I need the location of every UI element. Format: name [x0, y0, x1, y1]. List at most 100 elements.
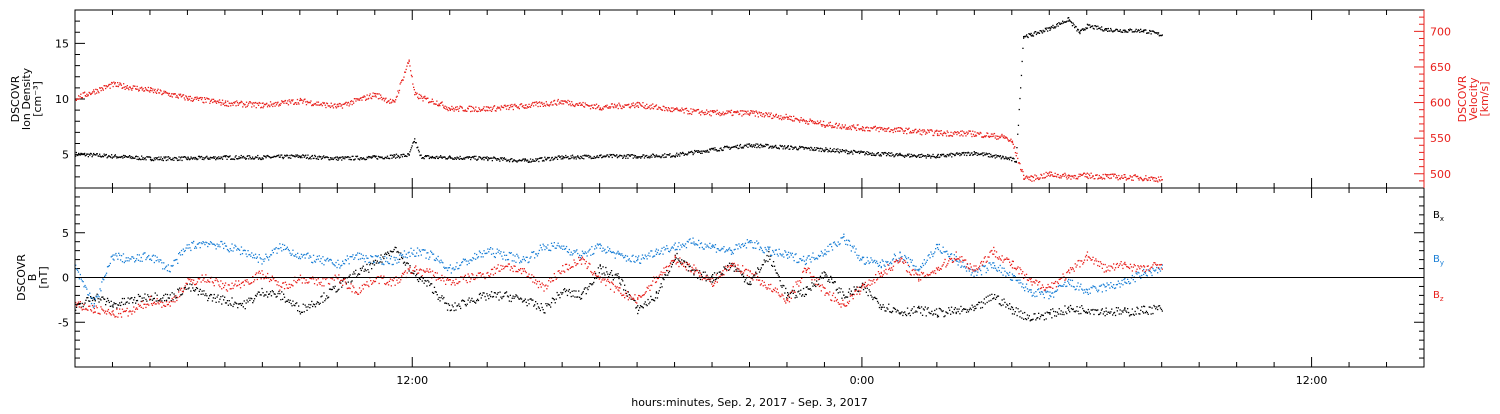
data-point: [1021, 75, 1022, 76]
data-point: [890, 153, 891, 154]
data-point: [424, 283, 425, 284]
data-point: [675, 259, 676, 260]
data-point: [880, 129, 881, 130]
data-point: [897, 131, 898, 132]
data-point: [760, 269, 761, 270]
data-point: [196, 247, 197, 248]
data-point: [519, 262, 520, 263]
data-point: [994, 155, 995, 156]
data-point: [131, 88, 132, 89]
data-point: [665, 275, 666, 276]
data-point: [951, 307, 952, 308]
data-point: [866, 127, 867, 128]
data-point: [1099, 314, 1100, 315]
data-point: [204, 97, 205, 98]
data-point: [672, 264, 673, 265]
data-point: [813, 150, 814, 151]
data-point: [185, 250, 186, 251]
data-point: [413, 87, 414, 88]
data-point: [86, 289, 87, 290]
data-point: [1073, 175, 1074, 176]
data-point: [135, 260, 136, 261]
data-point: [1062, 312, 1063, 313]
data-point: [349, 103, 350, 104]
data-point: [861, 129, 862, 130]
data-point: [436, 104, 437, 105]
data-point: [788, 117, 789, 118]
data-point: [574, 252, 575, 253]
data-point: [92, 298, 93, 299]
data-point: [323, 264, 324, 265]
data-point: [828, 122, 829, 123]
data-point: [830, 276, 831, 277]
data-point: [1050, 309, 1051, 310]
data-point: [502, 258, 503, 259]
data-point: [558, 294, 559, 295]
data-point: [1100, 178, 1101, 179]
data-point: [809, 121, 810, 122]
data-point: [393, 251, 394, 252]
data-point: [711, 115, 712, 116]
data-point: [137, 159, 138, 160]
data-point: [145, 259, 146, 260]
data-point: [614, 104, 615, 105]
data-point: [261, 107, 262, 108]
data-point: [541, 157, 542, 158]
data-point: [352, 274, 353, 275]
data-point: [94, 303, 95, 304]
data-point: [1076, 310, 1077, 311]
data-point: [643, 154, 644, 155]
data-point: [119, 84, 120, 85]
data-point: [749, 143, 750, 144]
data-point: [1157, 34, 1158, 35]
data-point: [872, 299, 873, 300]
data-point: [971, 133, 972, 134]
data-point: [713, 148, 714, 149]
data-point: [308, 258, 309, 259]
data-point: [692, 111, 693, 112]
data-point: [634, 156, 635, 157]
data-point: [179, 252, 180, 253]
data-point: [159, 299, 160, 300]
data-point: [490, 296, 491, 297]
data-point: [363, 255, 364, 256]
data-point: [792, 120, 793, 121]
data-point: [1017, 134, 1018, 135]
data-point: [713, 280, 714, 281]
data-point: [586, 253, 587, 254]
data-point: [690, 108, 691, 109]
data-point: [142, 157, 143, 158]
data-point: [857, 124, 858, 125]
data-point: [262, 292, 263, 293]
data-point: [1070, 305, 1071, 306]
data-point: [436, 101, 437, 102]
data-point: [480, 293, 481, 294]
data-point: [564, 100, 565, 101]
data-point: [157, 89, 158, 90]
data-point: [386, 257, 387, 258]
data-point: [845, 129, 846, 130]
data-point: [400, 157, 401, 158]
data-point: [217, 157, 218, 158]
data-point: [913, 132, 914, 133]
data-point: [404, 250, 405, 251]
data-point: [913, 313, 914, 314]
data-point: [990, 300, 991, 301]
data-point: [78, 271, 79, 272]
data-point: [825, 274, 826, 275]
data-point: [126, 257, 127, 258]
data-point: [393, 264, 394, 265]
data-point: [785, 148, 786, 149]
data-point: [966, 132, 967, 133]
data-point: [620, 284, 621, 285]
data-point: [222, 159, 223, 160]
data-point: [132, 256, 133, 257]
data-point: [100, 290, 101, 291]
data-point: [598, 105, 599, 106]
data-point: [262, 107, 263, 108]
data-point: [1024, 312, 1025, 313]
data-point: [214, 294, 215, 295]
data-point: [681, 108, 682, 109]
data-point: [842, 149, 843, 150]
data-point: [970, 308, 971, 309]
